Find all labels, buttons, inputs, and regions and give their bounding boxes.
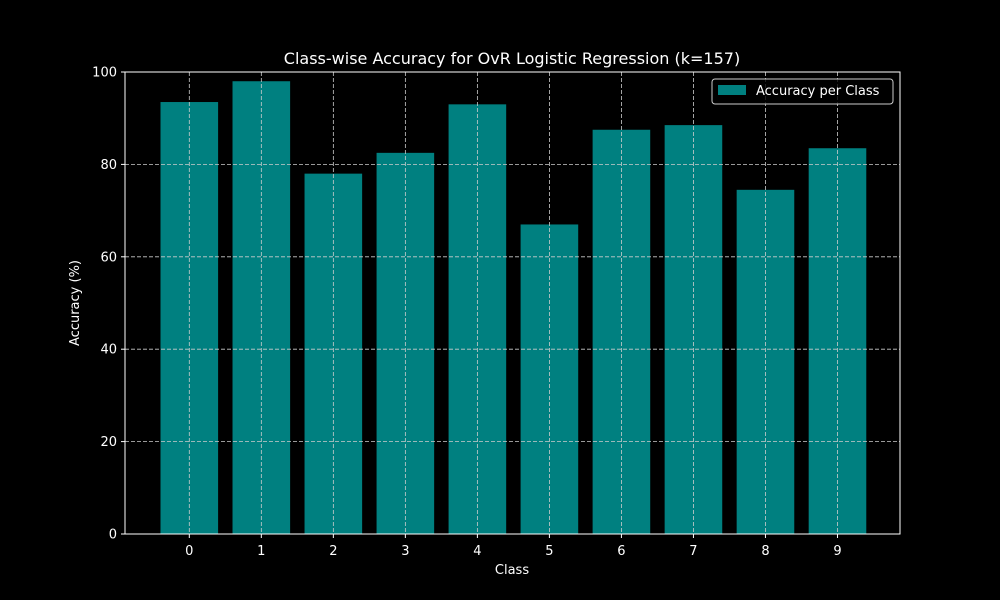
ticks: 0 20 40 60 80 100 0 1 2 3 4 5 6 7 8 9 <box>92 66 841 560</box>
x-tick-label: 7 <box>689 544 697 559</box>
x-axis-label: Class <box>495 563 529 578</box>
legend: Accuracy per Class <box>711 78 894 105</box>
legend-swatch <box>718 85 746 95</box>
x-tick-label: 9 <box>833 544 841 559</box>
y-tick-label: 20 <box>100 435 117 450</box>
y-tick-label: 100 <box>92 66 117 81</box>
x-tick-label: 3 <box>401 544 409 559</box>
x-tick-label: 6 <box>617 544 625 559</box>
plot-frame <box>124 71 901 535</box>
x-tick-label: 1 <box>257 544 265 559</box>
x-tick-label: 0 <box>185 544 193 559</box>
x-tick-label: 5 <box>545 544 553 559</box>
y-tick-label: 80 <box>100 158 117 173</box>
legend-label: Accuracy per Class <box>756 84 880 99</box>
x-tick-label: 4 <box>473 544 481 559</box>
x-tick-label: 8 <box>761 544 769 559</box>
y-axis-label: Accuracy (%) <box>68 260 83 346</box>
x-tick-label: 2 <box>329 544 337 559</box>
y-tick-label: 40 <box>100 343 117 358</box>
legend-box <box>711 78 894 105</box>
chart-title: Class-wise Accuracy for OvR Logistic Reg… <box>284 49 740 68</box>
y-tick-label: 60 <box>100 250 117 265</box>
bar <box>304 173 363 534</box>
y-tick-label: 0 <box>109 528 117 543</box>
